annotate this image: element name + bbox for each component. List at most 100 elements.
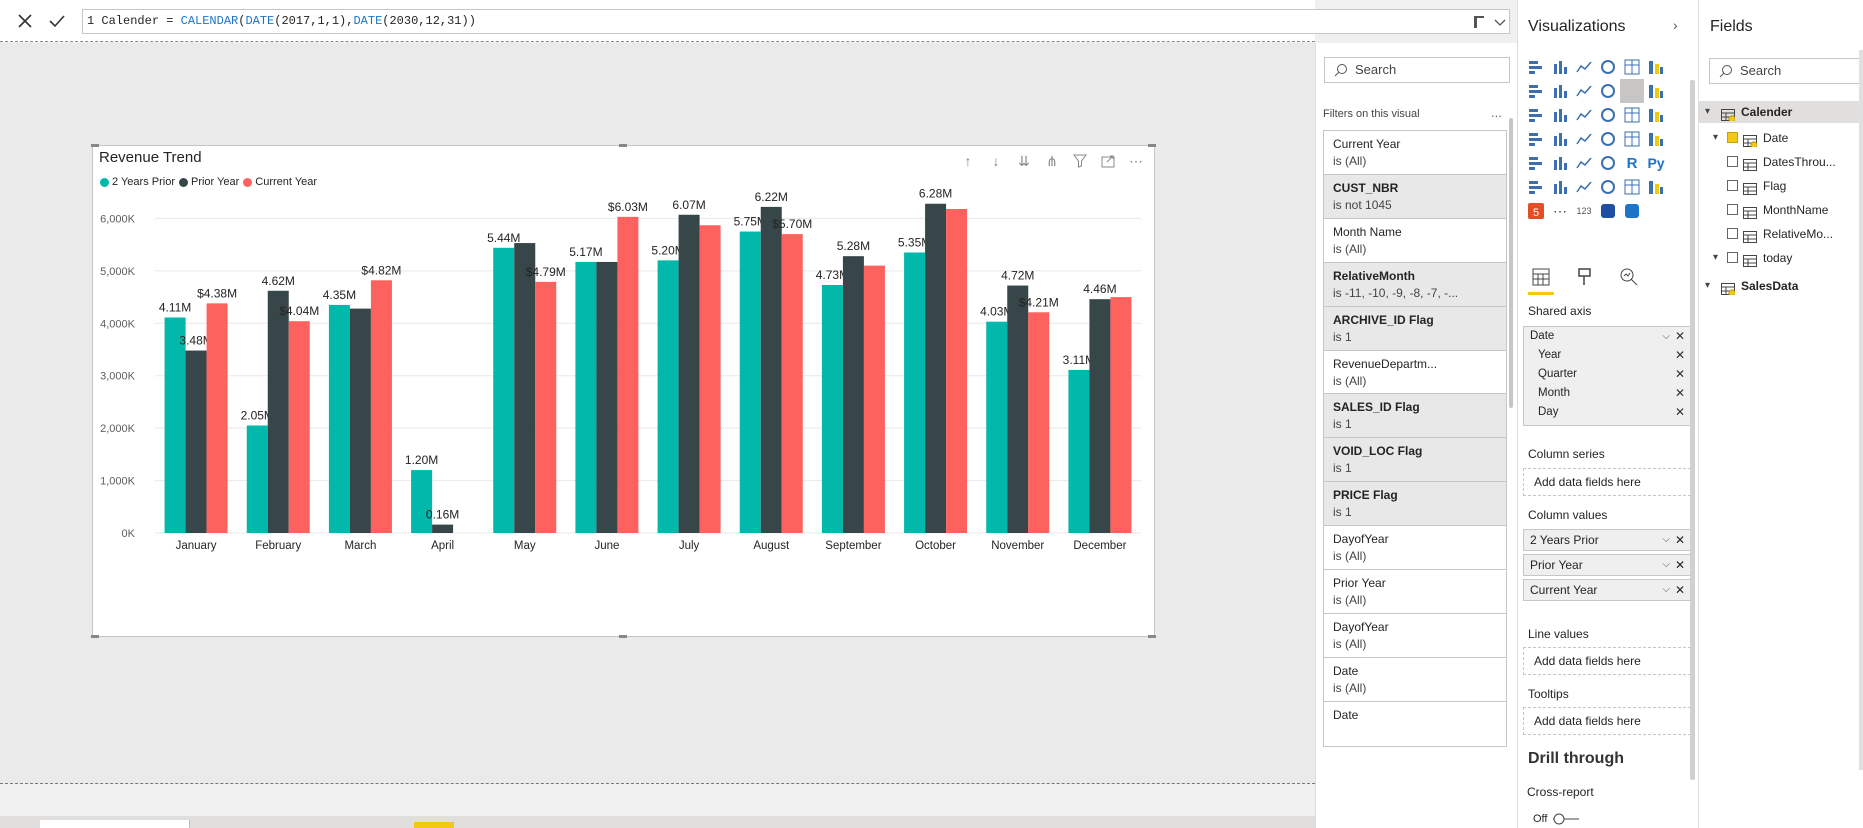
field-table-salesdata[interactable]: ▾ SalesData xyxy=(1699,275,1863,297)
chevron-down-icon[interactable]: ▾ xyxy=(1705,280,1711,291)
line-clustered-column-icon[interactable] xyxy=(1620,79,1644,103)
decomposition-tree-icon[interactable] xyxy=(1548,175,1572,199)
matrix-icon[interactable] xyxy=(1596,151,1620,175)
page-tab[interactable] xyxy=(40,820,190,828)
resize-handle[interactable] xyxy=(1148,144,1156,147)
field-checkbox[interactable] xyxy=(1727,252,1738,263)
visualizations-scrollbar[interactable] xyxy=(1690,80,1695,780)
fields-search-input[interactable]: Search xyxy=(1709,58,1863,84)
bar-2-years-prior[interactable] xyxy=(1068,369,1090,533)
axis-level-month[interactable]: Month ✕ xyxy=(1524,384,1690,403)
arcgis-icon[interactable] xyxy=(1596,175,1620,199)
ribbon-chart-icon[interactable] xyxy=(1644,79,1668,103)
remove-icon[interactable]: ✕ xyxy=(1674,367,1685,381)
more-options-icon[interactable]: ⋯ xyxy=(1129,152,1143,169)
field-item[interactable]: MonthName xyxy=(1699,199,1863,221)
field-table-calender[interactable]: ▾ Calender xyxy=(1699,101,1863,123)
bar-current-year[interactable] xyxy=(863,265,885,533)
remove-icon[interactable]: ✕ xyxy=(1674,329,1685,343)
bar-prior-year[interactable] xyxy=(185,350,207,533)
filter-card[interactable]: DayofYear is (All) xyxy=(1323,525,1507,572)
analytics-tab-icon[interactable] xyxy=(1616,264,1642,290)
cancel-formula-button[interactable] xyxy=(12,9,38,33)
shared-axis-well[interactable]: Date ⌵ ✕ Year ✕ Quarter ✕ Month ✕ Day ✕ xyxy=(1523,326,1691,426)
stacked-bar-chart-icon[interactable] xyxy=(1524,55,1548,79)
area-chart-icon[interactable] xyxy=(1548,79,1572,103)
bar-2-years-prior[interactable] xyxy=(246,425,268,533)
field-item[interactable]: ▾ Date xyxy=(1699,127,1863,149)
resize-handle[interactable] xyxy=(91,144,99,147)
expand-hierarchy-icon[interactable]: ⋔ xyxy=(1046,152,1058,169)
filter-card[interactable]: DayofYear is (All) xyxy=(1323,612,1507,659)
bar-current-year[interactable] xyxy=(206,303,228,533)
filter-card[interactable]: RevenueDepartm... is (All) xyxy=(1323,349,1507,396)
field-item[interactable]: Flag xyxy=(1699,175,1863,197)
key-influencers-icon[interactable] xyxy=(1524,175,1548,199)
gauge-icon[interactable] xyxy=(1596,127,1620,151)
column-series-drop-zone[interactable]: Add data fields here xyxy=(1523,468,1691,496)
filter-icon[interactable] xyxy=(1070,151,1090,171)
smart-narrative-icon[interactable] xyxy=(1620,175,1644,199)
remove-icon[interactable]: ✕ xyxy=(1674,583,1685,597)
filter-card[interactable]: Date xyxy=(1323,700,1507,747)
donut-chart-icon[interactable] xyxy=(1620,103,1644,127)
filters-more-button[interactable]: ... xyxy=(1491,105,1502,120)
filled-map-icon[interactable] xyxy=(1548,127,1572,151)
fields-scrollbar[interactable] xyxy=(1859,50,1863,770)
r-visual-icon[interactable]: R xyxy=(1620,151,1644,175)
field-checkbox[interactable] xyxy=(1727,132,1738,143)
resize-handle[interactable] xyxy=(619,635,627,638)
filters-scrollbar[interactable] xyxy=(1509,118,1513,408)
funnel-chart-icon[interactable] xyxy=(1548,103,1572,127)
bar-current-year[interactable] xyxy=(946,208,968,533)
bar-prior-year[interactable] xyxy=(678,214,700,533)
power-automate-icon[interactable] xyxy=(1596,199,1620,223)
stacked-column-chart-icon[interactable] xyxy=(1548,55,1572,79)
filter-card[interactable]: Month Name is (All) xyxy=(1323,217,1507,264)
cross-report-toggle[interactable]: Off xyxy=(1533,813,1581,825)
filter-card[interactable]: CUST_NBR is not 1045 xyxy=(1323,173,1507,220)
remove-icon[interactable]: ✕ xyxy=(1674,533,1685,547)
remove-icon[interactable]: ✕ xyxy=(1674,558,1685,572)
bar-2-years-prior[interactable] xyxy=(575,261,597,533)
bar-current-year[interactable] xyxy=(288,321,310,533)
field-checkbox[interactable] xyxy=(1727,180,1738,191)
expand-next-level-icon[interactable]: ⇊ xyxy=(1018,152,1030,169)
expand-formula-button[interactable] xyxy=(1470,11,1510,33)
legend-item[interactable]: Prior Year xyxy=(178,176,239,188)
line-chart-icon[interactable] xyxy=(1524,79,1548,103)
bar-2-years-prior[interactable] xyxy=(411,470,433,533)
legend-item[interactable]: 2 Years Prior xyxy=(100,176,175,188)
bar-prior-year[interactable] xyxy=(760,206,782,533)
axis-level-year[interactable]: Year ✕ xyxy=(1524,346,1690,365)
field-item[interactable]: DatesThrou... xyxy=(1699,151,1863,173)
bar-prior-year[interactable] xyxy=(267,290,289,533)
bar-prior-year[interactable] xyxy=(842,256,864,533)
filter-card[interactable]: RelativeMonth is -11, -10, -9, -8, -7, -.… xyxy=(1323,261,1507,308)
bar-current-year[interactable] xyxy=(1110,297,1132,533)
bar-current-year[interactable] xyxy=(370,280,392,533)
filter-card[interactable]: Date is (All) xyxy=(1323,656,1507,703)
treemap-icon[interactable] xyxy=(1644,103,1668,127)
bar-2-years-prior[interactable] xyxy=(904,252,926,533)
filter-card[interactable]: SALES_ID Flag is 1 xyxy=(1323,393,1507,440)
clustered-bar-chart-icon[interactable] xyxy=(1572,55,1596,79)
bar-2-years-prior[interactable] xyxy=(986,321,1008,533)
chevron-down-icon[interactable]: ⌵ xyxy=(1662,331,1670,342)
field-item[interactable]: ▾ today xyxy=(1699,247,1863,269)
filters-search-input[interactable]: Search xyxy=(1324,57,1510,83)
fields-tab-icon[interactable] xyxy=(1528,264,1554,290)
bar-prior-year[interactable] xyxy=(925,203,947,533)
clustered-column-chart[interactable]: Revenue Trend 2 Years Prior Prior Year Cur… xyxy=(91,144,1156,638)
custom-visual-icon[interactable] xyxy=(1620,199,1644,223)
kpi-icon[interactable] xyxy=(1524,151,1548,175)
filter-card[interactable]: Prior Year is (All) xyxy=(1323,569,1507,615)
focus-mode-icon[interactable] xyxy=(1098,151,1118,171)
bar-prior-year[interactable] xyxy=(514,243,536,533)
bar-2-years-prior[interactable] xyxy=(493,247,515,533)
bar-prior-year[interactable] xyxy=(432,524,454,533)
chevron-down-icon[interactable]: ⌵ xyxy=(1662,559,1670,570)
drill-up-icon[interactable]: ↑ xyxy=(964,153,972,169)
waterfall-chart-icon[interactable] xyxy=(1524,103,1548,127)
bar-prior-year[interactable] xyxy=(349,308,371,533)
